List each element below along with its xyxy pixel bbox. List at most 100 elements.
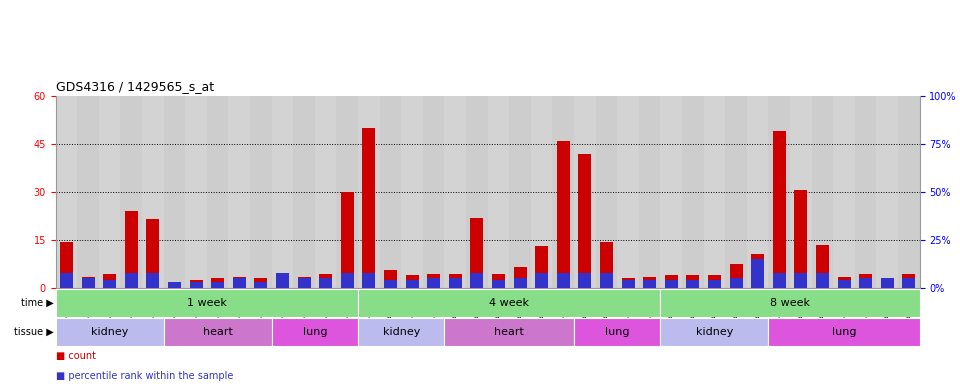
Bar [362,128,375,288]
Bar [660,318,768,346]
Bar [250,96,272,288]
Bar [298,278,311,288]
Bar [228,96,250,288]
Bar [362,273,375,288]
Bar [899,96,920,288]
Bar [768,318,920,346]
Bar [427,278,441,288]
Bar [708,280,721,288]
Bar [773,131,786,288]
Bar [163,96,185,288]
Text: time ▶: time ▶ [21,298,54,308]
Bar [401,96,422,288]
Bar [730,278,743,288]
Bar [859,273,873,288]
Bar [876,96,899,288]
Bar [686,275,700,288]
Bar [146,273,159,288]
Bar [337,96,358,288]
Bar [574,96,595,288]
Bar [56,96,77,288]
Bar [902,278,916,288]
Bar [341,273,353,288]
Bar [643,277,657,288]
Bar [752,259,764,288]
Bar [298,277,311,288]
Text: tissue ▶: tissue ▶ [14,327,54,337]
Text: kidney: kidney [696,327,733,337]
Bar [574,318,660,346]
Bar [665,275,678,288]
Bar [384,270,397,288]
Bar [855,96,876,288]
Bar [617,96,639,288]
Bar [790,96,812,288]
Bar [531,96,553,288]
Bar [622,280,635,288]
Bar [643,280,657,288]
Bar [492,280,505,288]
Bar [211,278,225,288]
Bar [838,277,851,288]
Bar [448,273,462,288]
Bar [816,273,829,288]
Bar [315,96,337,288]
Bar [514,278,527,288]
Text: kidney: kidney [383,327,420,337]
Bar [639,96,660,288]
Bar [163,318,272,346]
Bar [384,280,397,288]
Bar [121,96,142,288]
Bar [358,289,660,317]
Bar [795,273,807,288]
Bar [730,264,743,288]
Bar [660,96,682,288]
Bar [358,96,380,288]
Bar [812,96,833,288]
Text: lung: lung [605,327,630,337]
Bar [319,273,332,288]
Text: kidney: kidney [91,327,129,337]
Bar [600,273,613,288]
Bar [578,273,591,288]
Bar [185,96,207,288]
Bar [816,245,829,288]
Bar [470,218,484,288]
Bar [600,242,613,288]
Bar [488,96,510,288]
Bar [254,278,267,288]
Bar [380,96,401,288]
Bar [448,278,462,288]
Text: heart: heart [203,327,232,337]
Bar [492,273,505,288]
Bar [406,275,419,288]
Bar [536,273,548,288]
Text: 8 week: 8 week [770,298,810,308]
Bar [358,318,444,346]
Text: lung: lung [831,327,856,337]
Bar [272,96,294,288]
Bar [319,278,332,288]
Bar [207,96,228,288]
Bar [82,277,94,288]
Bar [254,282,267,288]
Bar [294,96,315,288]
Bar [881,278,894,288]
Bar [142,96,163,288]
Bar [125,211,138,288]
Bar [99,96,121,288]
Bar [125,273,138,288]
Bar [444,318,574,346]
Bar [881,278,894,288]
Bar [60,242,73,288]
Bar [795,190,807,288]
Bar [833,96,855,288]
Text: 4 week: 4 week [490,298,529,308]
Bar [406,280,419,288]
Bar [704,96,726,288]
Bar [82,278,94,288]
Bar [622,278,635,288]
Text: GDS4316 / 1429565_s_at: GDS4316 / 1429565_s_at [56,80,214,93]
Bar [536,247,548,288]
Bar [77,96,99,288]
